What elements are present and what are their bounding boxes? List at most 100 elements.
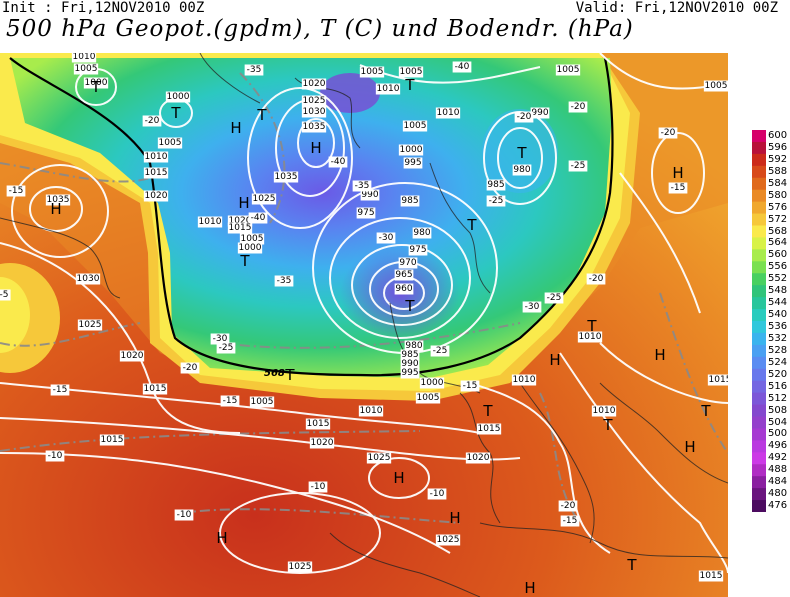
isobar-label-bg [71, 53, 97, 63]
isobar-label: 980 [513, 165, 530, 175]
isobar-label-bg [305, 418, 331, 430]
legend-label-556: 556 [768, 261, 788, 273]
legend-label-592: 592 [768, 153, 788, 165]
isobar-label: 1035 [303, 122, 326, 132]
temperature-label: -10 [311, 482, 326, 492]
legend-swatch-492 [752, 452, 766, 465]
isobar-label: 1000 [421, 378, 444, 388]
temperature-label: -35 [355, 181, 370, 191]
isobar-label-bg [415, 392, 441, 404]
isobar-label-bg [408, 244, 428, 256]
isobar-label: 990 [531, 108, 548, 118]
temperature-label-bg [568, 101, 588, 113]
legend-swatch-600 [752, 130, 766, 143]
isobar-label-bg [197, 216, 223, 228]
isobar-label: 1005 [557, 65, 580, 75]
temperature-label: -40 [331, 157, 346, 167]
high-pressure-marker: H [50, 200, 61, 218]
temperature-label-bg [427, 488, 447, 500]
temperature-label-bg [352, 180, 372, 192]
legend-swatch-588 [752, 165, 766, 179]
isobar-label-bg [435, 107, 461, 119]
temperature-label-bg [216, 342, 236, 354]
isoline-568-label: 568 [264, 368, 285, 379]
header: Init : Fri,12NOV2010 00Z Valid: Fri,12NO… [0, 0, 790, 52]
temperature-label-bg [558, 500, 578, 512]
temperature-label: -25 [433, 346, 448, 356]
isobar-label: 1015 [700, 571, 723, 581]
legend-label-560: 560 [768, 249, 788, 261]
isobar-label: 1025 [253, 194, 276, 204]
isobar-label-bg [301, 95, 327, 107]
isobar-label: 1000 [239, 243, 262, 253]
legend-label-492: 492 [768, 452, 788, 464]
isobar-label-bg [359, 66, 385, 78]
legend-swatch-520 [752, 368, 766, 382]
isobar-label-bg [227, 222, 253, 234]
isobar-label-bg [698, 570, 724, 582]
isobar-label-bg [301, 78, 327, 90]
isobar-label-bg [511, 374, 537, 386]
legend-swatch-500 [752, 428, 766, 441]
isobar-label-bg [398, 66, 424, 78]
legend-label-512: 512 [768, 392, 788, 404]
legend-swatch-508 [752, 404, 766, 417]
isobar-label: 990 [401, 359, 418, 369]
isobar-label: 1020 [229, 216, 252, 226]
isobar-label: 1010 [437, 108, 460, 118]
valid-time: Valid: Fri,12NOV2010 00Z [575, 0, 778, 16]
temperature-label: -25 [219, 343, 234, 353]
isobar-label-bg [249, 396, 275, 408]
temperature-label: -35 [247, 65, 262, 75]
isobar-label: 1015 [709, 375, 728, 385]
temperature-label: -15 [671, 183, 686, 193]
isobar-label: 985 [487, 180, 504, 190]
legend-swatch-548 [752, 285, 766, 298]
temperature-label: -30 [525, 302, 540, 312]
isobar-label: 1010 [513, 375, 536, 385]
isobar-label-bg [412, 227, 432, 239]
isobar-label-bg [400, 358, 420, 370]
legend-swatch-512 [752, 392, 766, 406]
isobar-label: 985 [401, 350, 418, 360]
isobar-label-bg [366, 452, 392, 464]
isobar-label: 1000 [400, 145, 423, 155]
isobar-label: 1015 [478, 424, 501, 434]
temperature-label: -15 [9, 186, 24, 196]
temperature-label-bg [308, 481, 328, 493]
legend-swatch-556 [752, 261, 766, 274]
isobar-label: 1005 [404, 121, 427, 131]
isobar-label-bg [435, 534, 461, 546]
low-pressure-marker: T [90, 78, 101, 96]
isobar-label: 1020 [145, 191, 168, 201]
legend-label-532: 532 [768, 332, 788, 344]
isobar-label: 975 [409, 245, 426, 255]
temperature-label: -25 [489, 196, 504, 206]
legend-label-548: 548 [768, 285, 788, 297]
temperature-label-bg [174, 509, 194, 521]
legend-swatch-488 [752, 464, 766, 477]
isobar-label-bg [142, 383, 168, 395]
low-pressure-marker: T [586, 317, 597, 335]
temperature-label: -20 [561, 501, 576, 511]
isobar-label-bg [143, 190, 169, 202]
isobar-label-bg [404, 340, 424, 352]
temperature-label-bg [568, 160, 588, 172]
legend-swatch-528 [752, 344, 766, 358]
isobar-label: 1010 [360, 406, 383, 416]
legend-label-536: 536 [768, 321, 788, 332]
isobar-label: 980 [405, 341, 422, 351]
legend-swatch-576 [752, 201, 766, 215]
temperature-label: -20 [145, 116, 160, 126]
isobar-label-bg [419, 377, 445, 389]
legend-swatch-476 [752, 500, 766, 512]
isobar-label-bg [143, 151, 169, 163]
temperature-label-bg [328, 156, 348, 168]
legend-swatch-580 [752, 189, 766, 203]
temperature-label-bg [560, 515, 580, 527]
legend-label-480: 480 [768, 488, 788, 500]
isobar-label-bg [555, 64, 581, 76]
legend-label-504: 504 [768, 416, 788, 428]
high-pressure-marker: H [238, 194, 249, 212]
